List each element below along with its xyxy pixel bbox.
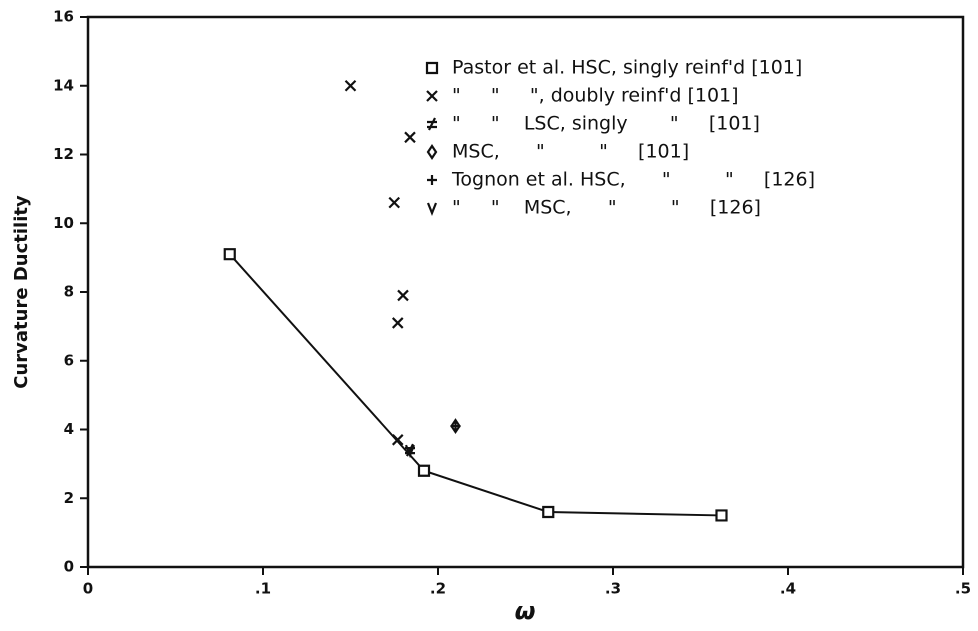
- legend-marker: [426, 202, 438, 216]
- x-axis-label: ω: [515, 597, 536, 625]
- legend-marker: [427, 175, 437, 185]
- y-tick-label: 6: [64, 351, 74, 369]
- y-tick-label: 0: [64, 558, 74, 576]
- point: [391, 434, 404, 446]
- point: [450, 421, 461, 432]
- y-tick-label: 8: [64, 283, 74, 301]
- x-tick-label: .1: [255, 580, 271, 598]
- point: [344, 79, 357, 92]
- legend-marker: [426, 90, 438, 102]
- point: [391, 317, 404, 329]
- x-tick-label: .5: [955, 580, 971, 598]
- legend-label: MSC, " " [101]: [452, 141, 689, 163]
- legend-marker: [426, 144, 438, 160]
- point: [450, 418, 461, 435]
- point: [404, 444, 416, 459]
- y-tick-label: 10: [53, 214, 74, 232]
- x-tick-label: .3: [605, 580, 621, 598]
- legend-label: " " ", doubly reinf'd [101]: [452, 85, 739, 107]
- point: [404, 131, 416, 144]
- y-tick-label: 2: [64, 489, 74, 507]
- y-tick-label: 12: [53, 145, 74, 163]
- x-tick-label: .4: [780, 580, 796, 598]
- legend-label: Pastor et al. HSC, singly reinf'd [101]: [452, 57, 802, 79]
- legend-label: " " MSC, " " [126]: [452, 197, 761, 219]
- point: [397, 289, 409, 302]
- legend-marker: [427, 117, 437, 131]
- point: [223, 248, 236, 261]
- y-tick-label: 14: [53, 76, 74, 94]
- legend-label: Tognon et al. HSC, " " [126]: [451, 169, 815, 191]
- x-tick-label: .2: [430, 580, 446, 598]
- legend-label: " " LSC, singly " [101]: [452, 113, 760, 135]
- series-line: [229, 253, 722, 517]
- y-tick-label: 16: [53, 8, 74, 26]
- point: [542, 505, 555, 519]
- legend-marker: [425, 61, 439, 75]
- point: [417, 464, 431, 477]
- y-tick-label: 4: [64, 420, 74, 438]
- point: [388, 196, 401, 209]
- point: [715, 509, 728, 522]
- y-axis-label: Curvature Ductility: [11, 195, 32, 389]
- x-tick-label: 0: [83, 580, 93, 598]
